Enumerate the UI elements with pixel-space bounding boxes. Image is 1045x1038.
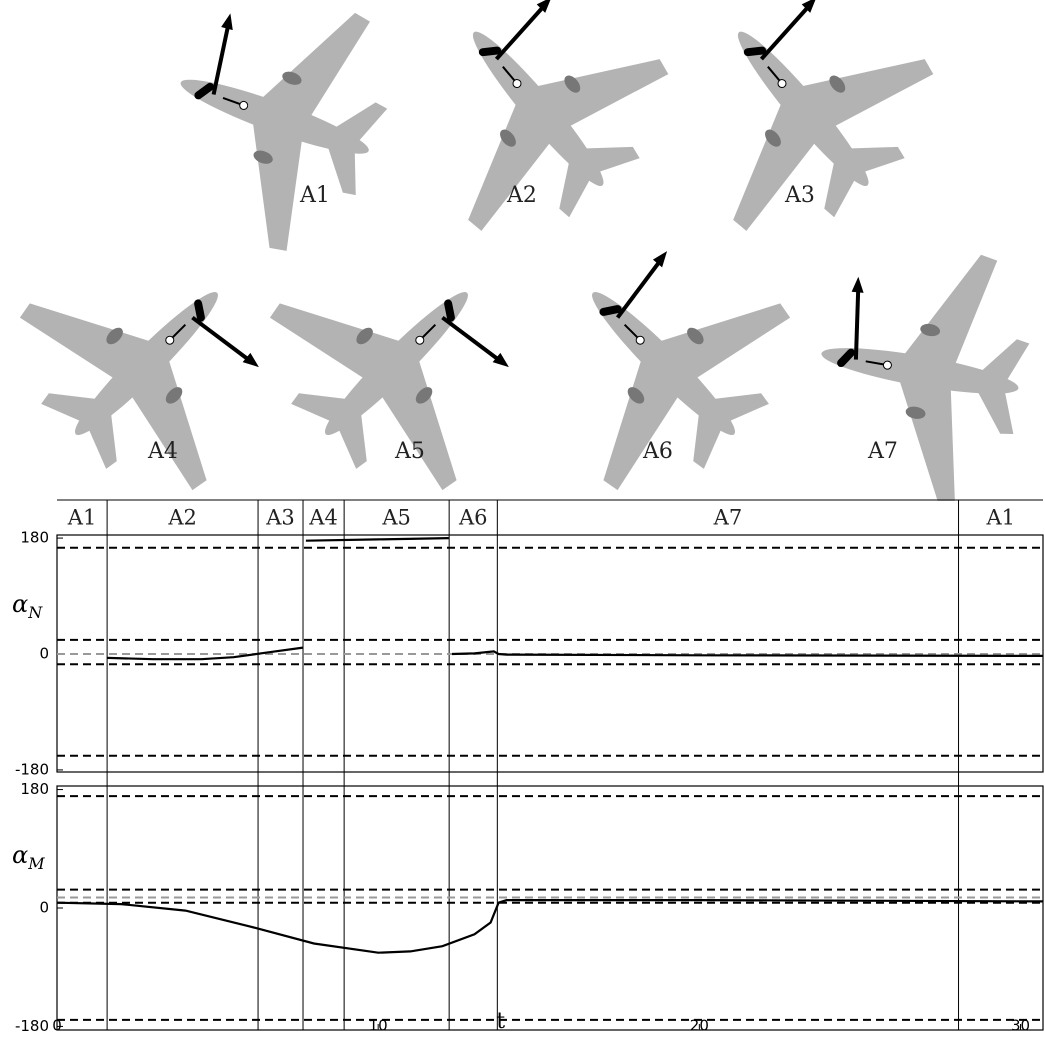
y-axis-label: αN <box>12 590 43 622</box>
diagram-label: A5 <box>394 439 425 464</box>
phase-label: A5 <box>381 506 411 530</box>
phase-label: A3 <box>265 506 295 530</box>
plane-a2 <box>378 0 700 268</box>
plot-frame <box>57 786 1043 1030</box>
diagram-label: A6 <box>642 439 673 464</box>
diagram-label: A7 <box>867 439 898 464</box>
diagram-label: A1 <box>299 183 330 208</box>
diagram-label: A2 <box>506 183 537 208</box>
y-tick-label: -180 <box>15 760 49 778</box>
y-tick-label: 180 <box>20 529 49 547</box>
plane-a7 <box>800 230 1043 511</box>
plane-a3 <box>643 0 965 268</box>
figure: A1 A2 A3 A4 A5 A6 A7 A1 A2 A3 A4 A5 A6 A7 A1 180… <box>0 0 1045 1034</box>
plane-a4 <box>0 204 306 524</box>
plane-a5 <box>235 204 555 524</box>
y-tick-label: 0 <box>39 645 49 663</box>
diagram-label: A3 <box>784 183 815 208</box>
phase-label: A6 <box>458 506 488 530</box>
y-tick-label: 0 <box>39 899 49 917</box>
plane-a1 <box>138 0 414 269</box>
x-axis-label: t <box>496 1009 505 1034</box>
phase-label: A1 <box>67 506 97 530</box>
y-tick-label: 180 <box>20 780 49 798</box>
y-axis-subscript: M <box>27 854 45 873</box>
phase-label: A7 <box>713 506 743 530</box>
y-axis-symbol: α <box>12 841 28 869</box>
diagram-label: A4 <box>147 439 178 464</box>
data-line <box>57 900 1043 953</box>
y-axis-symbol: α <box>12 590 28 618</box>
data-line <box>107 538 1043 659</box>
y-axis-label: αM <box>12 841 45 873</box>
phase-label: A4 <box>308 506 338 530</box>
phase-label: A2 <box>167 506 197 530</box>
y-axis-subscript: N <box>27 603 43 622</box>
plane-a6 <box>504 204 824 524</box>
y-tick-label: -180 <box>15 1017 49 1034</box>
phase-label: A1 <box>986 506 1016 530</box>
